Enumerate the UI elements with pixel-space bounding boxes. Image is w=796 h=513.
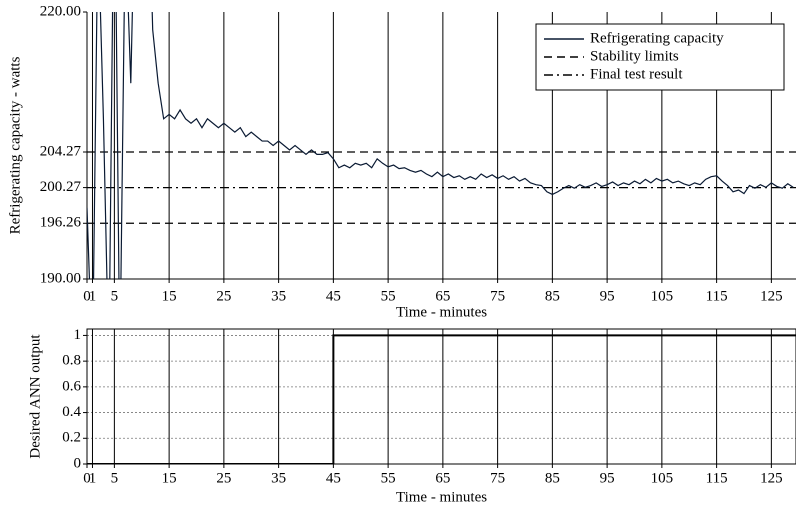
x-tick-label: 15	[162, 470, 177, 486]
x-tick-label: 125	[760, 288, 783, 304]
x-tick-label: 0	[83, 288, 91, 304]
x-tick-label: 85	[545, 288, 560, 304]
x-tick-label: 65	[435, 288, 450, 304]
x-tick-label: 15	[162, 288, 177, 304]
y-tick-label: 204.27	[40, 143, 82, 159]
data-line	[87, 12, 794, 279]
x-tick-label: 35	[271, 470, 286, 486]
x-tick-label: 75	[490, 470, 505, 486]
x-tick-label: 115	[706, 470, 728, 486]
plot-frame	[86, 328, 796, 465]
y-axis-label: Desired ANN output	[27, 334, 43, 459]
x-tick-label: 65	[435, 470, 450, 486]
x-tick-label: 0	[83, 470, 91, 486]
x-tick-label: 5	[111, 470, 119, 486]
legend-label: Stability limits	[590, 48, 679, 64]
y-tick-label: 0.4	[62, 404, 81, 420]
y-axis-label: Refrigerating capacity - watts	[7, 56, 23, 234]
x-tick-label: 55	[381, 288, 396, 304]
x-tick-label: 105	[651, 470, 674, 486]
legend-label: Final test result	[590, 66, 683, 82]
x-tick-label: 5	[111, 288, 119, 304]
x-tick-label: 125	[760, 470, 783, 486]
y-tick-label: 1	[74, 327, 82, 343]
y-tick-label: 200.27	[40, 179, 82, 195]
legend-label: Refrigerating capacity	[590, 30, 724, 46]
x-tick-label: 55	[381, 470, 396, 486]
x-tick-label: 95	[600, 470, 615, 486]
x-tick-label: 75	[490, 288, 505, 304]
x-tick-label: 1	[89, 288, 97, 304]
x-tick-label: 105	[651, 288, 674, 304]
x-axis-label: Time - minutes	[396, 304, 487, 320]
legend-box	[535, 23, 785, 91]
y-tick-label: 0.2	[62, 430, 81, 446]
x-tick-label: 115	[706, 288, 728, 304]
y-tick-label: 220.00	[40, 3, 81, 19]
y-tick-label: 0.6	[62, 378, 81, 394]
data-line	[87, 334, 796, 464]
x-axis-label: Time - minutes	[396, 489, 487, 505]
x-tick-label: 25	[216, 470, 231, 486]
x-tick-label: 95	[600, 288, 615, 304]
x-tick-label: 85	[545, 470, 560, 486]
y-tick-label: 190.00	[40, 270, 81, 286]
x-tick-label: 45	[326, 288, 341, 304]
y-tick-label: 0.8	[62, 353, 81, 369]
x-tick-label: 45	[326, 470, 341, 486]
y-tick-label: 0	[74, 455, 82, 471]
x-tick-label: 35	[271, 288, 286, 304]
x-tick-label: 1	[89, 470, 97, 486]
x-tick-label: 25	[216, 288, 231, 304]
y-tick-label: 196.26	[40, 215, 82, 231]
